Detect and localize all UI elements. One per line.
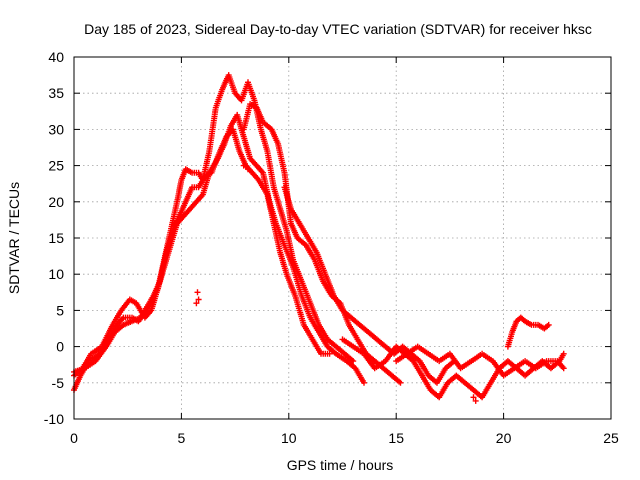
data-point bbox=[560, 365, 567, 372]
y-tick-label: 20 bbox=[48, 194, 64, 210]
data-point bbox=[472, 397, 479, 404]
data-point bbox=[240, 162, 247, 169]
y-tick-label: 40 bbox=[48, 49, 64, 65]
y-tick-label: 30 bbox=[48, 121, 64, 137]
y-tick-label: -10 bbox=[44, 411, 64, 427]
y-tick-label: 15 bbox=[48, 230, 64, 246]
y-tick-label: 5 bbox=[56, 302, 64, 318]
plot-frame bbox=[73, 56, 612, 420]
y-axis-label: SDTVAR / TECUs bbox=[6, 182, 22, 294]
data-point bbox=[193, 300, 200, 307]
data-point bbox=[361, 379, 367, 386]
y-tick-label: 10 bbox=[48, 266, 64, 282]
data-point bbox=[560, 350, 567, 357]
x-tick-label: 0 bbox=[70, 430, 78, 446]
data-point bbox=[470, 394, 477, 401]
chart-title: Day 185 of 2023, Sidereal Day-to-day VTE… bbox=[84, 21, 592, 37]
y-tick-label: 35 bbox=[48, 85, 64, 101]
y-tick-label: 0 bbox=[56, 339, 64, 355]
data-point bbox=[545, 321, 552, 328]
x-tick-label: 20 bbox=[496, 430, 512, 446]
x-tick-label: 15 bbox=[388, 430, 404, 446]
data-point bbox=[245, 166, 251, 173]
data-point bbox=[194, 289, 201, 296]
x-tick-label: 10 bbox=[281, 430, 297, 446]
data-points bbox=[71, 72, 567, 404]
data-point bbox=[195, 296, 202, 303]
x-tick-label: 5 bbox=[178, 430, 186, 446]
axis-ticks: -10 -5 0 5 10 15 20 25 30 35 40 0 5 10 15 20 25 bbox=[44, 49, 619, 446]
y-tick-label: 25 bbox=[48, 158, 64, 174]
y-tick-label: -5 bbox=[52, 375, 65, 391]
x-axis-label: GPS time / hours bbox=[287, 457, 394, 473]
x-tick-label: 25 bbox=[603, 430, 619, 446]
data-point bbox=[397, 379, 404, 386]
